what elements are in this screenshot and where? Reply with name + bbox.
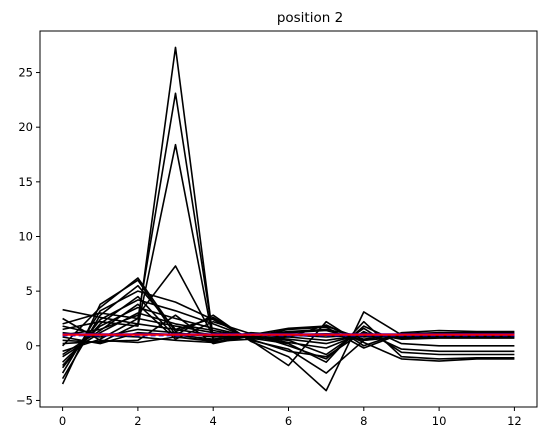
y-tick-label: −5 — [16, 393, 33, 407]
x-tick-label: 6 — [285, 414, 292, 428]
y-tick-label: 15 — [18, 175, 33, 189]
y-tick-label: 10 — [18, 229, 33, 243]
y-tick-label: 0 — [26, 339, 33, 353]
y-tick-label: 25 — [18, 66, 33, 80]
chart-title: position 2 — [277, 10, 343, 26]
y-tick-label: 20 — [18, 120, 33, 134]
y-tick-label: 5 — [26, 284, 33, 298]
series-line-2 — [63, 93, 515, 337]
x-tick-label: 4 — [210, 414, 217, 428]
x-axis: 0 2 4 6 8 10 12 — [59, 407, 522, 428]
x-tick-label: 2 — [134, 414, 141, 428]
x-tick-label: 12 — [507, 414, 522, 428]
x-tick-label: 8 — [360, 414, 367, 428]
plot-lines — [63, 47, 515, 390]
y-axis: −5 0 5 10 15 20 25 — [16, 66, 40, 408]
x-tick-label: 10 — [432, 414, 447, 428]
x-tick-label: 0 — [59, 414, 66, 428]
